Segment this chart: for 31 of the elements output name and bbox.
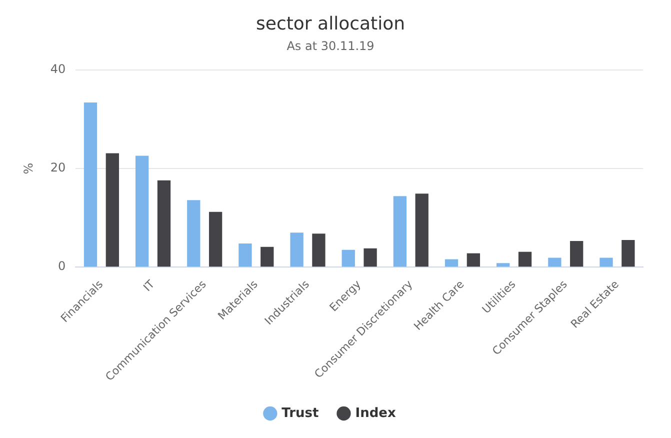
bar bbox=[238, 243, 252, 267]
chart-subtitle: As at 30.11.19 bbox=[286, 38, 374, 53]
bar bbox=[342, 250, 355, 267]
bar bbox=[518, 252, 532, 267]
bar bbox=[364, 248, 377, 267]
y-axis-title: % bbox=[21, 162, 36, 174]
legend-label: Trust bbox=[282, 406, 319, 421]
bar bbox=[260, 246, 274, 267]
bar bbox=[187, 200, 200, 267]
bar bbox=[548, 258, 562, 267]
bar bbox=[496, 263, 510, 267]
bar bbox=[415, 194, 428, 267]
bar bbox=[466, 253, 480, 267]
bar bbox=[290, 232, 304, 267]
bar bbox=[157, 180, 171, 267]
bar bbox=[312, 234, 326, 267]
bar bbox=[622, 240, 635, 267]
bar bbox=[444, 259, 458, 267]
bar bbox=[84, 102, 98, 267]
bar bbox=[106, 153, 119, 267]
x-tick-label: IT bbox=[140, 278, 158, 294]
chart-title: sector allocation bbox=[256, 13, 405, 34]
bar bbox=[600, 258, 613, 267]
y-tick-label: 0 bbox=[58, 259, 66, 274]
bar bbox=[208, 212, 222, 267]
legend-label: Index bbox=[355, 406, 396, 421]
y-tick-label: 40 bbox=[50, 62, 66, 76]
bar bbox=[570, 240, 584, 267]
y-tick-label: 20 bbox=[50, 160, 66, 175]
bar bbox=[393, 196, 407, 267]
bar bbox=[135, 156, 149, 267]
